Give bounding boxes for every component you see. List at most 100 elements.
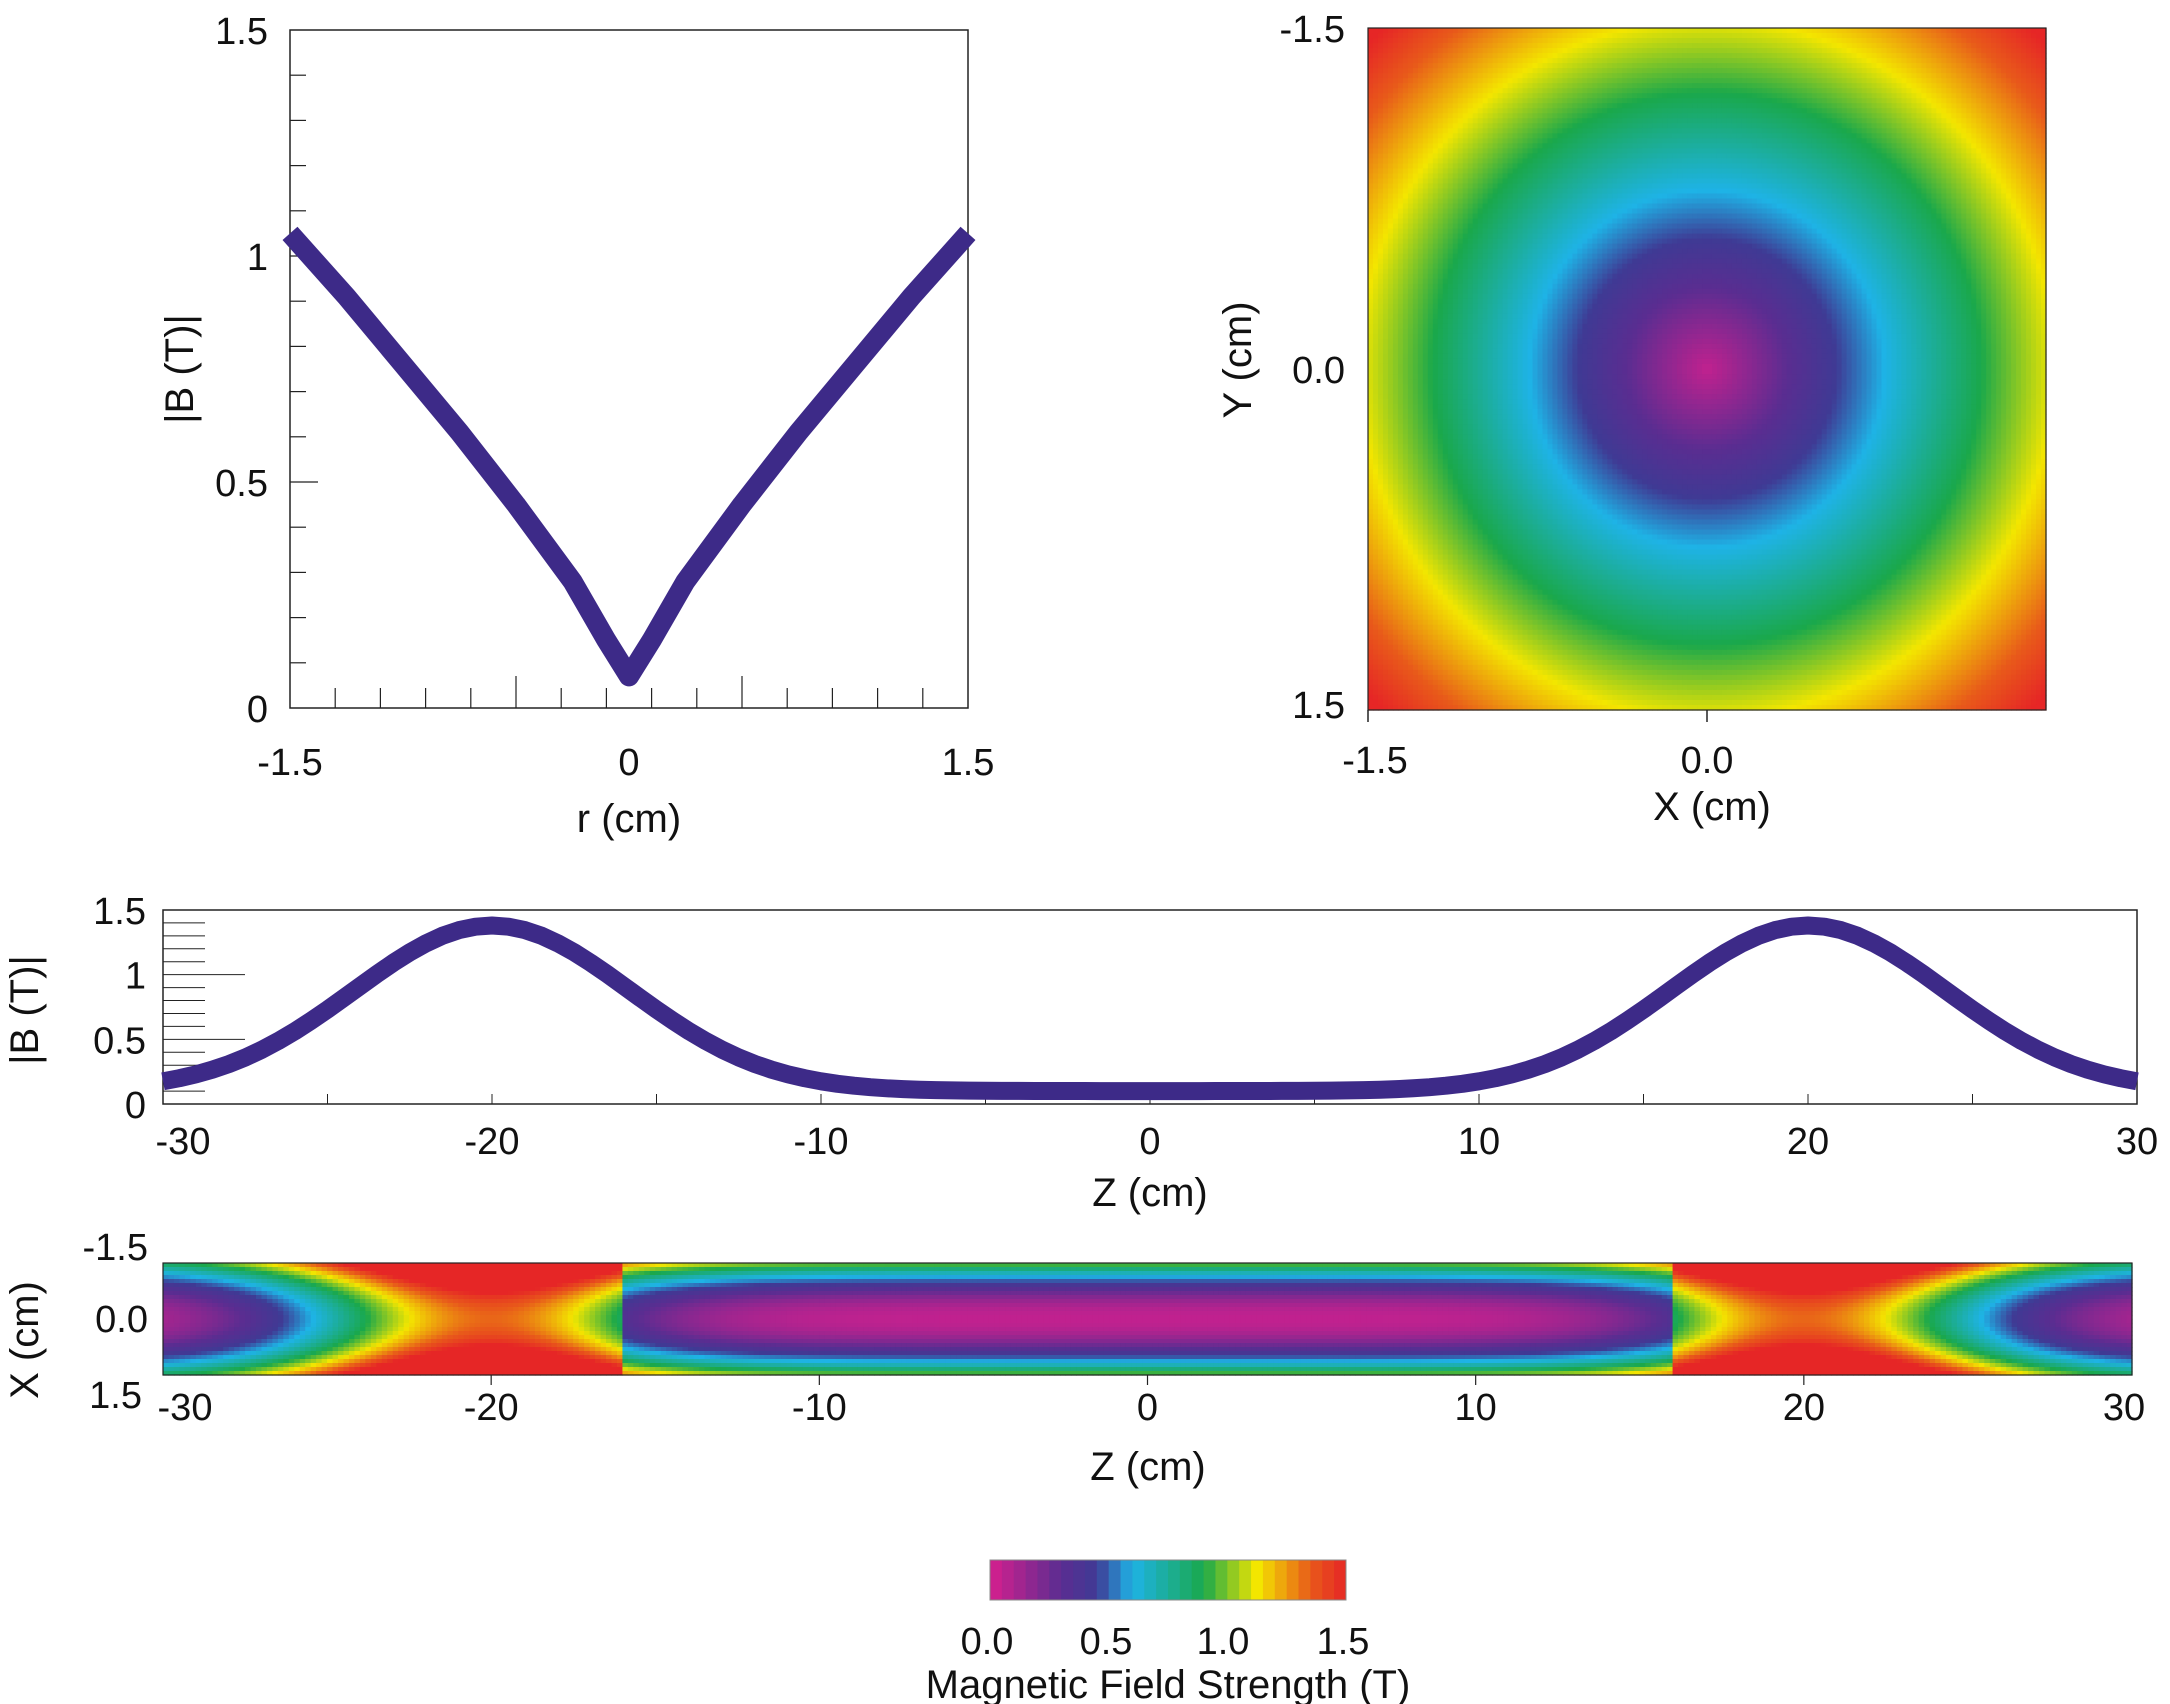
heatmap-cell: [1936, 58, 1942, 64]
heatmap-cell: [1876, 133, 1883, 139]
heatmap-cell: [1542, 83, 1549, 89]
heatmap-cell: [1667, 28, 1673, 34]
heatmap-cell: [1652, 83, 1658, 89]
heatmap-cell: [1911, 78, 1917, 84]
heatmap-cell: [1861, 33, 1868, 39]
heatmap-cell: [1632, 48, 1638, 54]
heatmap-cell: [1577, 193, 1583, 200]
heatmap-cell: [1941, 33, 1947, 39]
heatmap-cell: [1387, 208, 1394, 215]
heatmap-cell: [1637, 38, 1643, 44]
heatmap-cell: [1861, 148, 1868, 154]
heatmap-cell: [1547, 48, 1554, 54]
heatmap-cell: [1477, 63, 1484, 69]
heatmap-cell: [1402, 193, 1409, 200]
heatmap-cell: [1791, 178, 1798, 185]
heatmap-cell: [1397, 208, 1404, 215]
heatmap-cell: [1602, 83, 1608, 89]
heatmap-cell: [1761, 118, 1768, 124]
heatmap-cell: [1756, 158, 1763, 164]
heatmap-cell: [1906, 98, 1912, 104]
heatmap-cell: [1836, 93, 1843, 99]
heatmap-cell: [1482, 153, 1489, 159]
heatmap-cell: [1781, 58, 1788, 64]
heatmap-cell: [1597, 93, 1603, 99]
heatmap-cell: [1956, 68, 1962, 74]
heatmap-cell: [1602, 33, 1608, 39]
heatmap-cell: [1497, 148, 1504, 154]
heatmap-cell: [1587, 198, 1593, 205]
heatmap-cell: [1672, 123, 1678, 129]
heatmap-cell: [1642, 163, 1648, 170]
heatmap-cell: [2001, 153, 2007, 159]
heatmap-cell: [1781, 33, 1788, 39]
heatmap-cell: [1856, 103, 1863, 109]
heatmap-cell: [1437, 203, 1444, 210]
heatmap-cell: [1397, 193, 1404, 200]
heatmap-cell: [1412, 38, 1419, 44]
heatmap-cell: [1462, 143, 1469, 149]
heatmap-cell: [1627, 203, 1633, 210]
heatmap-cell: [1552, 38, 1559, 44]
heatmap-cell: [1562, 183, 1569, 190]
heatmap-cell: [1806, 148, 1813, 154]
heatmap-cell: [2006, 198, 2012, 205]
heatmap-cell: [1417, 98, 1424, 104]
heatmap-cell: [1756, 148, 1763, 154]
heatmap-cell: [1557, 208, 1564, 215]
heatmap-cell: [1716, 48, 1723, 54]
heatmap-cell: [1986, 108, 1992, 114]
heatmap-cell: [1642, 168, 1648, 175]
heatmap-cell: [1497, 163, 1504, 170]
heatmap-cell: [1816, 93, 1823, 99]
heatmap-cell: [1372, 148, 1379, 154]
heatmap-cell: [1951, 38, 1957, 44]
heatmap-cell: [1836, 58, 1843, 64]
heatmap-cell: [1677, 173, 1683, 180]
heatmap-cell: [1831, 208, 1838, 215]
heatmap-cell: [1682, 58, 1688, 64]
heatmap-cell: [1382, 28, 1389, 34]
heatmap-cell: [2011, 133, 2017, 139]
heatmap-cell: [1876, 68, 1883, 74]
heatmap-cell: [1617, 83, 1623, 89]
heatmap-cell: [1487, 163, 1494, 170]
heatmap-cell: [1512, 103, 1519, 109]
heatmap-cell: [1487, 58, 1494, 64]
heatmap-cell: [1477, 143, 1484, 149]
heatmap-cell: [1821, 143, 1828, 149]
heatmap-cell: [1432, 208, 1439, 215]
heatmap-cell: [1522, 203, 1529, 210]
heatmap-cell: [1961, 73, 1967, 79]
heatmap-cell: [1572, 43, 1578, 49]
heatmap-cell: [1567, 93, 1573, 99]
heatmap-cell: [1532, 63, 1539, 69]
heatmap-cell: [1477, 163, 1484, 170]
heatmap-cell: [1477, 73, 1484, 79]
heatmap-cell: [1811, 133, 1818, 139]
heatmap-cell: [2021, 83, 2027, 89]
heatmap-cell: [1472, 168, 1479, 175]
heatmap-cell: [1846, 93, 1853, 99]
heatmap-cell: [1368, 78, 1374, 84]
heatmap-cell: [1677, 118, 1683, 124]
heatmap-cell: [1771, 108, 1778, 114]
heatmap-cell: [1956, 108, 1962, 114]
heatmap-cell: [1761, 58, 1768, 64]
heatmap-cell: [1746, 168, 1753, 175]
heatmap-cell: [1746, 153, 1753, 159]
heatmap-cell: [1841, 73, 1848, 79]
heatmap-cell: [1532, 43, 1539, 49]
heatmap-cell: [1562, 108, 1569, 114]
heatmap-cell: [1871, 33, 1878, 39]
heatmap-cell: [1816, 98, 1823, 104]
heatmap-cell: [1647, 163, 1653, 170]
heatmap-cell: [1372, 108, 1379, 114]
heatmap-cell: [1632, 168, 1638, 175]
heatmap-cell: [1467, 183, 1474, 190]
heatmap-cell: [1946, 53, 1952, 59]
heatmap-cell: [1961, 58, 1967, 64]
heatmap-cell: [1971, 88, 1977, 94]
heatmap-cell: [1791, 118, 1798, 124]
heatmap-cell: [1477, 48, 1484, 54]
